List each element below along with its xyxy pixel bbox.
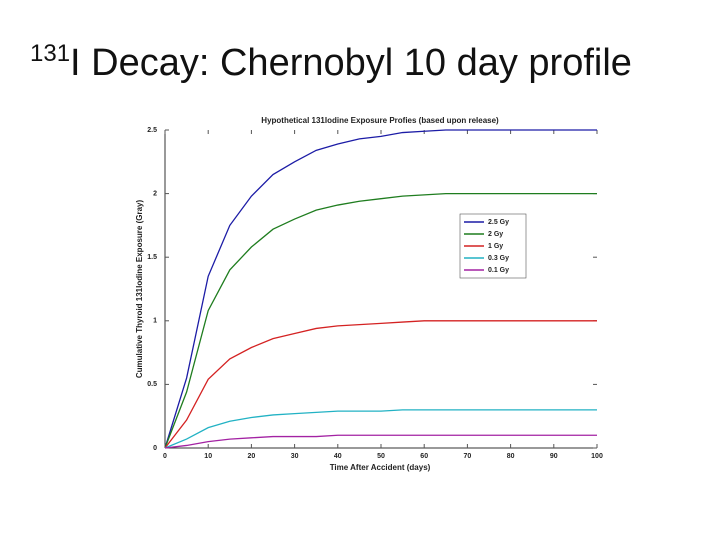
legend-label: 2 Gy (488, 231, 503, 238)
y-axis-label: Cumulative Thyroid 131Iodine Exposure (G… (135, 200, 144, 379)
x-axis-label: Time After Accident (days) (330, 463, 431, 472)
series-line (164, 434, 597, 449)
title-text: I Decay: Chernobyl 10 day profile (70, 42, 632, 84)
legend-label: 2.5 Gy (488, 219, 509, 226)
x-tick-label: 0 (163, 453, 167, 460)
x-tick-label: 10 (204, 453, 212, 460)
legend-label: 0.3 Gy (488, 255, 509, 262)
slide-title: 131I Decay: Chernobyl 10 day profile (30, 40, 632, 85)
y-tick-label: 1 (153, 318, 157, 325)
title-superscript: 131 (30, 40, 71, 67)
x-tick-label: 100 (591, 453, 603, 460)
y-tick-label: 1.5 (147, 254, 157, 261)
x-tick-label: 30 (291, 453, 299, 460)
chart-title: Hypothetical 131Iodine Exposure Profies … (261, 116, 499, 125)
series-line (164, 409, 597, 449)
x-tick-label: 20 (248, 453, 256, 460)
series-line (164, 320, 597, 449)
y-tick-label: 2 (153, 190, 157, 197)
x-tick-label: 50 (377, 453, 385, 460)
x-tick-label: 70 (464, 453, 472, 460)
series-line (164, 192, 597, 449)
x-tick-label: 80 (507, 453, 515, 460)
series-line (164, 129, 597, 449)
y-tick-label: 0.5 (147, 381, 157, 388)
y-tick-label: 2.5 (147, 127, 157, 134)
legend-label: 1 Gy (488, 243, 503, 250)
x-tick-label: 60 (420, 453, 428, 460)
y-tick-label: 0 (153, 445, 157, 452)
legend-label: 0.1 Gy (488, 267, 509, 274)
x-tick-label: 90 (550, 453, 558, 460)
x-tick-label: 40 (334, 453, 342, 460)
